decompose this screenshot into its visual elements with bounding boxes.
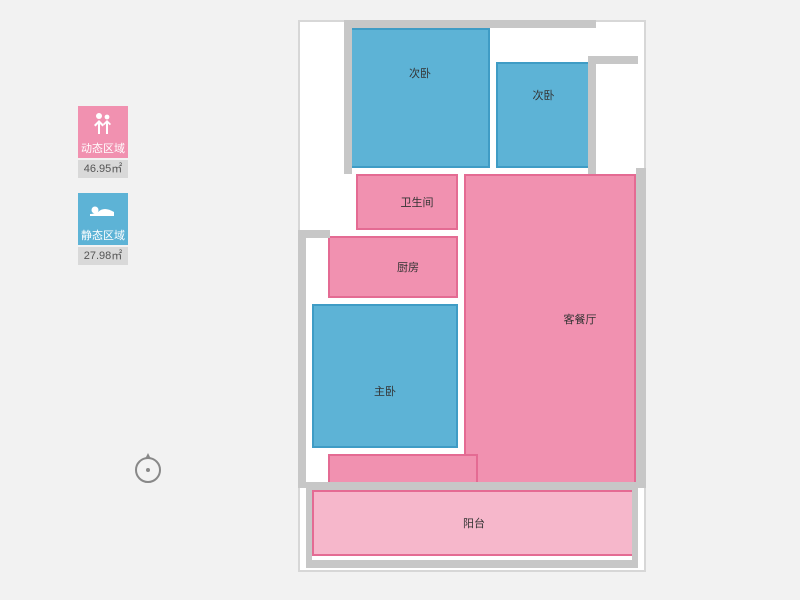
room-label: 主卧 (374, 383, 396, 399)
wall-segment (344, 20, 596, 28)
room-bathroom: 卫生间 (356, 174, 458, 230)
room-label: 卫生间 (401, 194, 434, 210)
wall-segment (298, 230, 330, 238)
room-sec-bed-1: 次卧 (350, 28, 490, 168)
wall-segment (632, 482, 638, 564)
legend-dynamic-title: 动态区域 (78, 140, 128, 158)
room-master-bed: 主卧 (312, 304, 458, 448)
room-label: 客餐厅 (564, 311, 597, 327)
wall-segment (588, 56, 638, 64)
floorplan: 次卧次卧卫生间厨房客餐厅主卧阳台 (298, 20, 646, 572)
room-living-ext (328, 454, 478, 484)
legend-dynamic: 动态区域 46.95㎡ (78, 106, 128, 178)
room-sec-bed-2: 次卧 (496, 62, 591, 168)
compass-icon (130, 450, 166, 486)
wall-segment (636, 168, 646, 488)
wall-segment (298, 230, 306, 488)
wall-segment (306, 560, 638, 568)
room-label: 厨房 (397, 259, 419, 275)
room-living: 客餐厅 (464, 174, 636, 484)
people-icon (78, 106, 128, 140)
wall-segment (344, 20, 352, 174)
legend-static-value: 27.98㎡ (78, 247, 128, 265)
room-label: 次卧 (409, 65, 431, 81)
room-label: 次卧 (533, 87, 555, 103)
wall-segment (306, 482, 638, 490)
wall-segment (306, 482, 312, 564)
room-label: 阳台 (463, 515, 485, 531)
sleep-icon (78, 193, 128, 227)
wall-segment (588, 56, 596, 174)
room-kitchen: 厨房 (328, 236, 458, 298)
legend-static-title: 静态区域 (78, 227, 128, 245)
legend-static: 静态区域 27.98㎡ (78, 193, 128, 265)
legend-dynamic-value: 46.95㎡ (78, 160, 128, 178)
room-balcony: 阳台 (312, 490, 636, 556)
